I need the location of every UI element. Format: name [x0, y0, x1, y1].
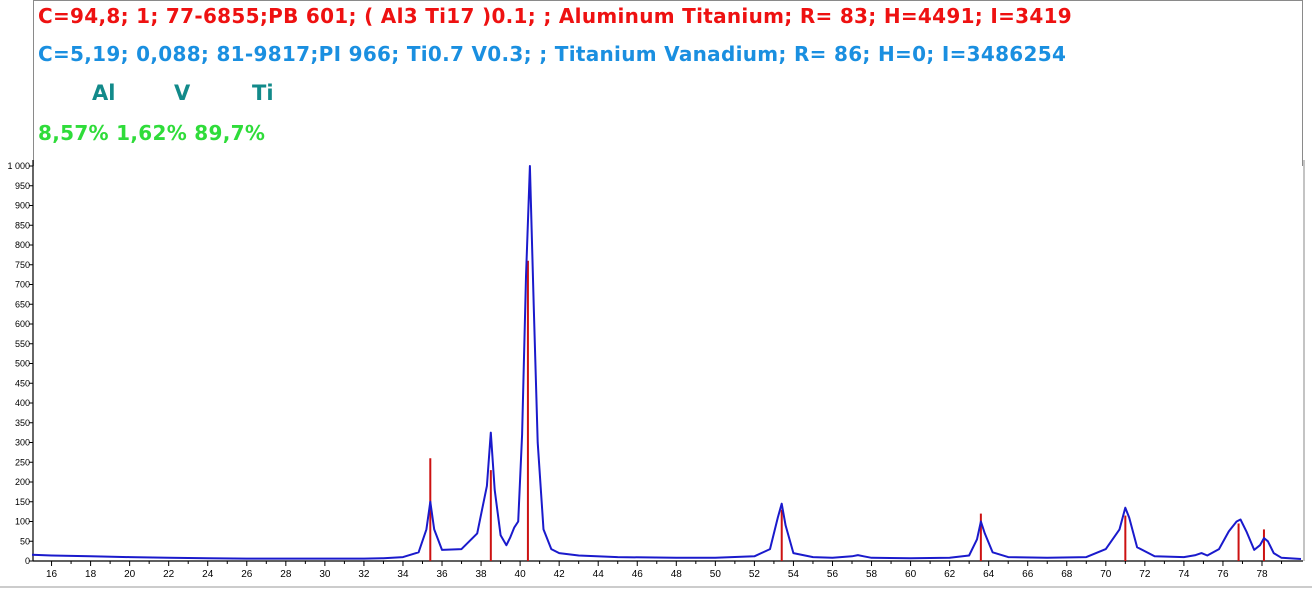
x-tick-label-40: 40: [515, 569, 527, 580]
x-tick-label-48: 48: [671, 569, 683, 580]
y-tick-label-500: 500: [15, 359, 30, 369]
y-tick-label-850: 850: [15, 220, 30, 230]
y-tick-label-150: 150: [15, 497, 30, 507]
x-tick-label-78: 78: [1256, 569, 1268, 580]
y-tick-label-50: 50: [20, 536, 30, 546]
x-tick-label-22: 22: [163, 569, 175, 580]
x-tick-label-36: 36: [436, 569, 448, 580]
y-tick-label-300: 300: [15, 438, 30, 448]
x-tick-label-72: 72: [1139, 569, 1151, 580]
x-tick-label-42: 42: [554, 569, 566, 580]
x-tick-label-44: 44: [593, 569, 605, 580]
y-tick-label-800: 800: [15, 240, 30, 250]
x-tick-label-64: 64: [983, 569, 995, 580]
x-tick-label-76: 76: [1217, 569, 1229, 580]
y-tick-label-250: 250: [15, 457, 30, 467]
pattern-series-0: [31, 165, 1302, 560]
x-tick-label-62: 62: [944, 569, 956, 580]
x-tick-label-74: 74: [1178, 569, 1190, 580]
x-tick-label-70: 70: [1100, 569, 1112, 580]
y-tick-label-550: 550: [15, 339, 30, 349]
element-v: V: [174, 81, 191, 105]
x-tick-label-38: 38: [476, 569, 488, 580]
phase-info-panel: C=94,8; 1; 77-6855;PB 601; ( Al3 Ti17 )0…: [33, 0, 1303, 166]
y-tick-label-350: 350: [15, 418, 30, 428]
y-tick-label-700: 700: [15, 280, 30, 290]
y-tick-label-100: 100: [15, 517, 30, 527]
y-tick-label-950: 950: [15, 181, 30, 191]
x-tick-label-56: 56: [827, 569, 839, 580]
x-tick-label-34: 34: [397, 569, 409, 580]
y-tick-label-0: 0: [25, 556, 30, 566]
x-tick-label-50: 50: [710, 569, 722, 580]
y-tick-label-1000: 1 000: [7, 161, 30, 171]
x-tick-label-54: 54: [788, 569, 800, 580]
y-tick-label-900: 900: [15, 201, 30, 211]
x-tick-label-24: 24: [202, 569, 214, 580]
x-tick-label-18: 18: [85, 569, 97, 580]
x-tick-label-28: 28: [280, 569, 292, 580]
y-tick-label-600: 600: [15, 319, 30, 329]
element-al: Al: [92, 81, 116, 105]
x-tick-label-68: 68: [1061, 569, 1073, 580]
phase2-line[interactable]: C=5,19; 0,088; 81-9817;PI 966; Ti0.7 V0.…: [38, 42, 1067, 66]
x-tick-label-20: 20: [124, 569, 136, 580]
element-ti: Ti: [252, 81, 274, 105]
y-tick-label-450: 450: [15, 378, 30, 388]
y-tick-label-400: 400: [15, 398, 30, 408]
x-tick-label-16: 16: [46, 569, 58, 580]
y-tick-label-200: 200: [15, 477, 30, 487]
x-tick-label-26: 26: [241, 569, 253, 580]
diffraction-chart[interactable]: 0 50 100 150 200 250 300 350 400 450 500 550 600 650 7…: [0, 160, 1312, 605]
element-percentages: 8,57% 1,62% 89,7%: [38, 121, 266, 145]
y-tick-label-750: 750: [15, 260, 30, 270]
x-tick-label-46: 46: [632, 569, 644, 580]
x-tick-label-58: 58: [866, 569, 878, 580]
y-tick-label-650: 650: [15, 299, 30, 309]
x-tick-label-52: 52: [749, 569, 761, 580]
x-tick-label-32: 32: [358, 569, 370, 580]
x-tick-label-30: 30: [319, 569, 331, 580]
x-tick-label-66: 66: [1022, 569, 1034, 580]
x-tick-label-60: 60: [905, 569, 917, 580]
phase1-line[interactable]: C=94,8; 1; 77-6855;PB 601; ( Al3 Ti17 )0…: [38, 4, 1073, 28]
element-labels: Al V Ti: [34, 81, 434, 107]
